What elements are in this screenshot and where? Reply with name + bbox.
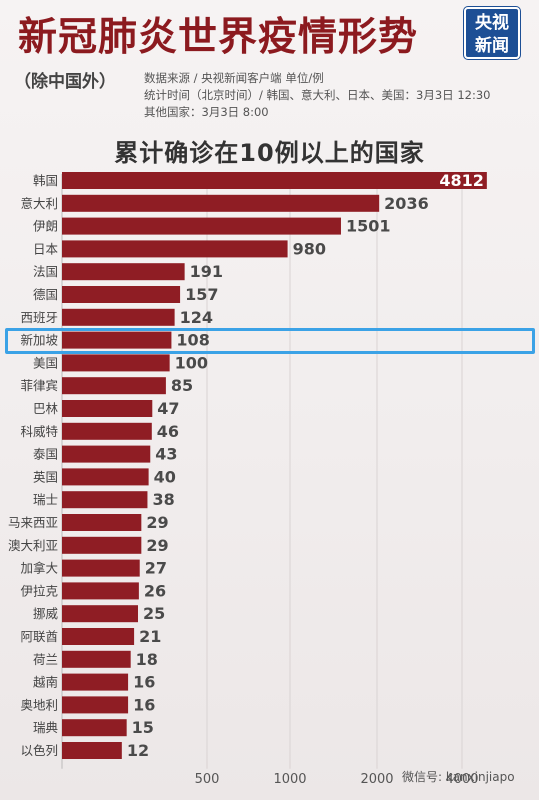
category-label: 新加坡 [20, 333, 58, 348]
bar [62, 468, 149, 486]
watermark: 微信号: kanxinjiapo [402, 770, 515, 784]
category-label: 澳大利亚 [8, 538, 58, 553]
bar [62, 331, 172, 349]
bar [62, 559, 140, 577]
bar [62, 172, 487, 189]
value-label: 29 [146, 513, 168, 532]
x-tick-label: 1000 [273, 772, 306, 787]
category-label: 西班牙 [20, 310, 58, 325]
category-label: 法国 [33, 264, 58, 279]
bar [62, 354, 170, 372]
category-label: 菲律宾 [20, 378, 58, 393]
value-label: 124 [180, 308, 213, 327]
bar [62, 445, 151, 463]
bar [62, 217, 341, 235]
value-label: 85 [171, 376, 193, 395]
value-label: 26 [144, 581, 166, 600]
value-label: 38 [152, 490, 174, 509]
value-label: 18 [136, 650, 158, 669]
value-label: 46 [157, 422, 179, 441]
x-tick-label: 500 [195, 772, 220, 787]
value-label: 27 [145, 559, 167, 578]
category-label: 伊拉克 [20, 583, 58, 598]
category-label: 科威特 [20, 424, 58, 439]
bar [62, 286, 181, 303]
value-label: 157 [185, 285, 218, 304]
bar [62, 308, 175, 326]
other-time-line: 其他国家：3月3日 8:00 [144, 105, 269, 119]
bar [62, 719, 127, 737]
bar [62, 491, 148, 509]
category-label: 美国 [33, 355, 58, 370]
category-label: 德国 [33, 287, 58, 302]
category-label: 瑞士 [33, 492, 58, 507]
logo-line-2: 新闻 [475, 36, 509, 56]
x-tick-label: 4000 [445, 772, 478, 787]
value-label: 191 [190, 262, 223, 281]
subtitle: （除中国外） [14, 72, 116, 92]
x-tick-label: 2000 [360, 772, 393, 787]
bar [62, 240, 288, 258]
singapore-highlight-box [5, 328, 535, 354]
value-label: 16 [133, 673, 155, 692]
value-label: 16 [133, 695, 155, 714]
category-label: 加拿大 [20, 561, 58, 576]
category-label: 英国 [33, 469, 58, 484]
category-label: 泰国 [33, 447, 58, 462]
category-label: 阿联酋 [20, 629, 58, 644]
value-label: 4812 [439, 171, 484, 190]
bar [62, 514, 142, 531]
value-label: 47 [157, 399, 179, 418]
bar [62, 377, 166, 395]
cctv-news-logo: 央视 新闻 [464, 7, 520, 59]
category-label: 巴林 [33, 401, 59, 416]
value-label: 15 [132, 718, 154, 737]
main-title: 新冠肺炎世界疫情形势 [18, 15, 419, 60]
bar [62, 400, 153, 417]
value-label: 21 [139, 627, 161, 646]
bar [62, 696, 129, 714]
bar [62, 194, 380, 212]
value-label: 29 [146, 536, 168, 555]
value-label: 100 [175, 353, 208, 372]
value-label: 40 [154, 467, 176, 486]
bar [62, 742, 122, 759]
chart-title: 累计确诊在10例以上的国家 [114, 139, 425, 167]
source-line: 数据来源 / 央视新闻客户端 单位/例 [144, 71, 324, 85]
category-label: 伊朗 [33, 219, 58, 234]
bar [62, 263, 185, 281]
category-label: 韩国 [33, 173, 58, 188]
category-label: 瑞典 [33, 720, 58, 735]
bar [62, 422, 152, 440]
bar [62, 650, 131, 668]
bar [62, 673, 129, 691]
category-label: 荷兰 [33, 652, 58, 667]
logo-line-1: 央视 [475, 13, 509, 33]
category-label: 马来西亚 [8, 515, 58, 530]
category-label: 以色列 [20, 743, 58, 758]
category-label: 越南 [33, 675, 58, 690]
category-label: 挪威 [33, 606, 59, 621]
category-label: 日本 [33, 241, 59, 256]
bar [62, 628, 135, 645]
value-label: 108 [176, 331, 209, 350]
value-label: 43 [155, 445, 177, 464]
category-label: 意大利 [20, 196, 58, 211]
value-label: 12 [127, 741, 149, 760]
value-label: 2036 [384, 194, 429, 213]
value-label: 1501 [346, 217, 391, 236]
value-label: 980 [293, 239, 326, 258]
bar [62, 536, 142, 554]
time-line: 统计时间（北京时间）/ 韩国、意大利、日本、美国：3月3日 12:30 [144, 88, 491, 102]
bar [62, 605, 138, 623]
value-label: 25 [143, 604, 165, 623]
category-label: 奥地利 [20, 697, 58, 712]
bar [62, 582, 139, 600]
